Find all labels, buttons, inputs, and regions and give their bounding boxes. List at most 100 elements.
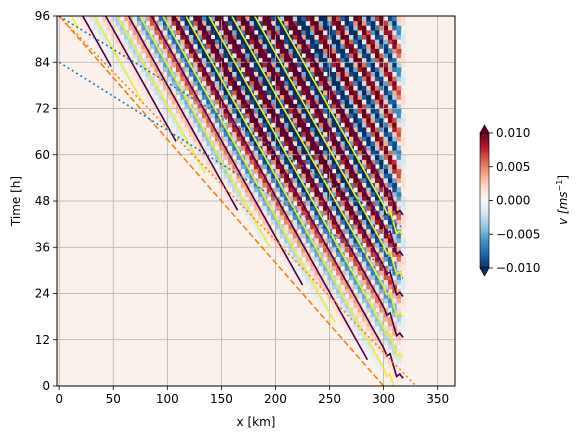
field-cell: [258, 53, 263, 59]
field-cell: [171, 20, 177, 26]
field-cell: [240, 48, 246, 54]
field-cell: [349, 113, 354, 119]
field-cell: [193, 57, 199, 63]
field-cell: [336, 233, 341, 239]
field-cell: [180, 94, 186, 100]
field-cell: [271, 16, 276, 22]
field-cell: [305, 214, 311, 220]
field-cell: [370, 187, 376, 193]
field-cell: [366, 85, 372, 91]
field-cell: [288, 205, 294, 211]
field-cell: [383, 99, 389, 105]
field-cell: [396, 168, 402, 174]
field-cell: [379, 302, 385, 308]
field-cell: [210, 66, 216, 72]
field-cell: [392, 25, 398, 31]
field-cell: [253, 164, 259, 170]
field-cell: [271, 201, 276, 207]
field-cell: [284, 224, 289, 230]
field-cell: [292, 113, 298, 119]
field-cell: [171, 43, 177, 49]
field-cell: [284, 66, 289, 72]
field-cell: [387, 127, 393, 133]
field-cell: [206, 103, 212, 109]
field-cell: [387, 261, 393, 267]
field-cell: [318, 16, 324, 22]
field-cell: [396, 57, 402, 63]
field-cell: [370, 39, 376, 45]
field-cell: [206, 85, 212, 91]
field-cell: [331, 261, 337, 267]
field-cell: [158, 108, 164, 114]
field-cell: [396, 127, 402, 133]
field-cell: [344, 62, 350, 68]
field-cell: [271, 117, 276, 123]
field-cell: [366, 57, 372, 63]
field-cell: [336, 131, 341, 137]
field-cell: [336, 117, 341, 123]
field-cell: [340, 131, 346, 137]
field-cell: [271, 182, 276, 188]
field-cell: [357, 288, 363, 294]
field-cell: [314, 131, 320, 137]
field-cell: [353, 196, 359, 202]
field-cell: [310, 196, 315, 202]
field-cell: [193, 16, 199, 22]
field-cell: [379, 325, 385, 332]
field-cell: [214, 113, 220, 119]
field-cell: [141, 66, 147, 72]
field-cell: [344, 228, 350, 234]
field-cell: [279, 90, 285, 96]
field-cell: [292, 122, 298, 128]
field-cell: [245, 191, 251, 197]
field-cell: [340, 43, 346, 49]
field-cell: [361, 66, 367, 72]
field-cell: [357, 210, 363, 216]
field-cell: [223, 66, 229, 72]
field-cell: [266, 76, 272, 82]
field-cell: [275, 191, 281, 197]
field-cell: [396, 358, 402, 364]
field-cell: [206, 43, 212, 49]
field-cell: [292, 20, 298, 26]
field-cell: [331, 117, 337, 123]
field-cell: [314, 99, 320, 105]
field-cell: [162, 103, 168, 109]
field-cell: [323, 288, 328, 294]
field-cell: [340, 127, 346, 133]
field-cell: [318, 108, 324, 114]
field-cell: [344, 168, 350, 174]
field-cell: [366, 76, 372, 82]
field-cell: [349, 159, 354, 165]
field-cell: [370, 113, 376, 119]
field-cell: [387, 145, 393, 151]
field-cell: [323, 270, 328, 276]
field-cell: [366, 164, 372, 170]
field-cell: [227, 90, 233, 96]
field-cell: [379, 48, 385, 54]
field-cell: [227, 168, 233, 174]
field-cell: [374, 173, 380, 179]
field-cell: [279, 210, 285, 216]
y-tick-label: 72: [35, 102, 50, 116]
field-cell: [374, 214, 380, 220]
field-cell: [357, 16, 363, 22]
field-cell: [400, 214, 406, 220]
field-cell: [331, 233, 337, 239]
field-cell: [396, 85, 402, 91]
field-cell: [361, 99, 367, 105]
field-cell: [297, 48, 302, 54]
field-cell: [383, 335, 389, 341]
field-cell: [141, 25, 147, 31]
field-cell: [301, 20, 307, 26]
field-cell: [297, 108, 302, 114]
field-cell: [197, 117, 203, 123]
field-cell: [361, 90, 367, 96]
y-tick-label: 24: [35, 287, 50, 301]
field-cell: [349, 99, 354, 105]
field-cell: [288, 66, 294, 72]
field-cell: [387, 321, 393, 327]
field-cell: [318, 205, 324, 211]
field-cell: [227, 94, 233, 100]
